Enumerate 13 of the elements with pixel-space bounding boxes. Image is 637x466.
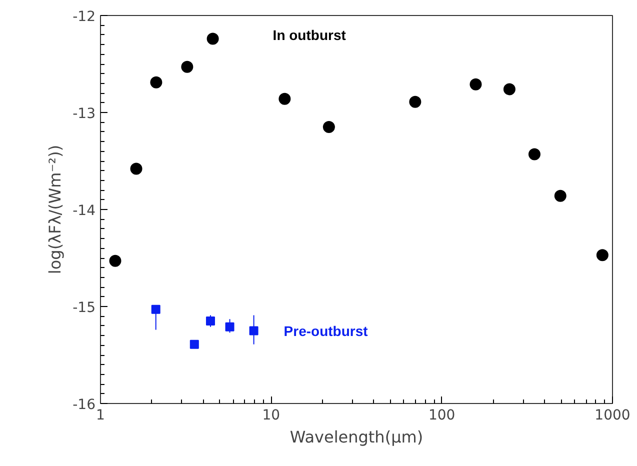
series-label: Pre-outburst [284,322,368,339]
x-tick-label: 100 [428,408,456,424]
x-tick-label: 1000 [594,408,630,424]
y-tick-label: -12 [72,9,96,25]
y-axis-title: log(λFλ/(Wm⁻²)) [46,144,65,274]
x-tick-label: 10 [262,408,280,424]
y-tick-label: -13 [72,106,96,122]
y-tick-label: -14 [72,203,96,219]
y-tick-label: -15 [72,300,96,316]
text: In outburst [272,26,346,43]
x-axis-title: Wavelength(μm) [290,428,424,446]
y-tick-label: -16 [72,397,96,413]
x-tick-label: 1 [96,408,105,424]
